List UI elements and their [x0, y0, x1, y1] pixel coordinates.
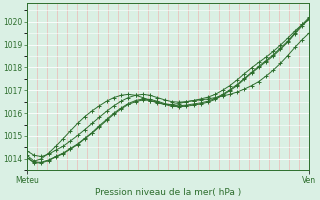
X-axis label: Pression niveau de la mer( hPa ): Pression niveau de la mer( hPa )	[95, 188, 241, 197]
